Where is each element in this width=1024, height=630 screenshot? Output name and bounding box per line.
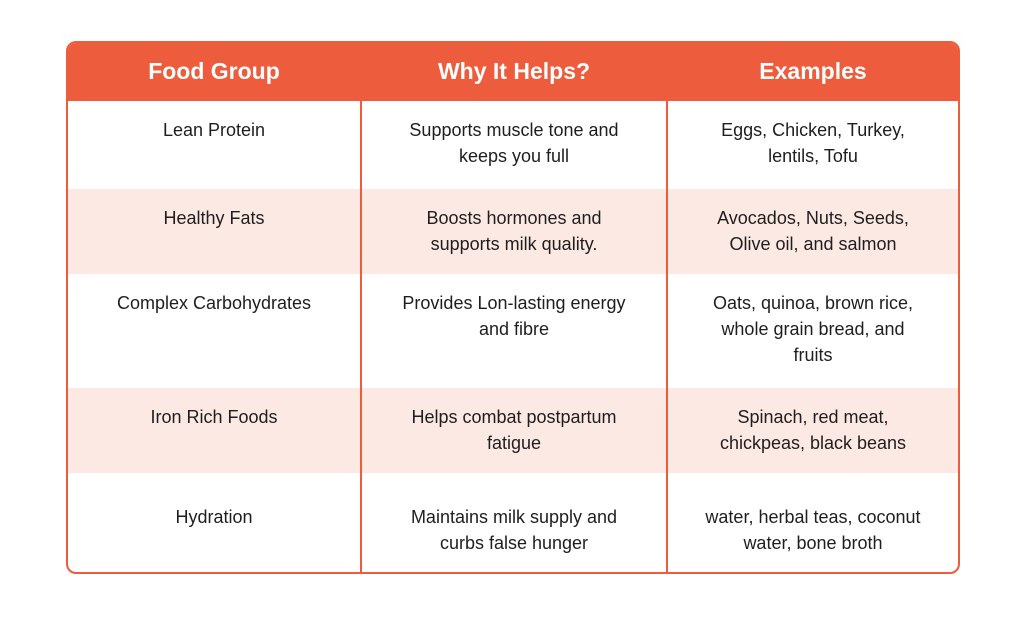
cell-line: Hydration (175, 507, 253, 527)
nutrition-table: Food Group Why It Helps? Examples Lean P… (68, 43, 958, 572)
food-group-cell: Healthy Fats (68, 189, 361, 274)
why-cell: Boosts hormones and supports milk quality… (360, 189, 667, 274)
cell-line: fatigue (486, 433, 542, 453)
table-row: Hydration Maintains milk supply and curbs… (68, 473, 958, 572)
cell-line: Olive oil, and salmon (729, 234, 897, 254)
cell-line: lentils, Tofu (768, 146, 858, 166)
cell-line: whole grain bread, and (721, 319, 905, 339)
cell-line: Healthy Fats (163, 208, 265, 228)
why-cell: Maintains milk supply and curbs false hun… (360, 473, 667, 572)
food-group-cell: Hydration (68, 473, 361, 572)
examples-cell: Oats, quinoa, brown rice, whole grain bre… (666, 274, 958, 388)
food-group-cell: Complex Carbohydrates (68, 274, 361, 388)
cell-line: water, herbal teas, coconut (705, 507, 921, 527)
cell-line: Oats, quinoa, brown rice, (712, 293, 914, 313)
cell-line: Supports muscle tone and (409, 120, 619, 140)
examples-cell: Eggs, Chicken, Turkey, lentils, Tofu (666, 100, 958, 189)
header-row: Food Group Why It Helps? Examples (68, 43, 958, 101)
header-food-group: Food Group (68, 43, 361, 101)
table-header: Food Group Why It Helps? Examples (68, 43, 958, 101)
cell-line: Provides Lon-lasting energy (402, 293, 626, 313)
examples-cell: water, herbal teas, coconut water, bone b… (666, 473, 958, 572)
cell-line: Boosts hormones and (426, 208, 602, 228)
cell-line: chickpeas, black beans (719, 433, 907, 453)
cell-line: Maintains milk supply and (410, 507, 618, 527)
cell-line: Lean Protein (162, 120, 266, 140)
cell-line: water, bone broth (743, 533, 883, 553)
cell-line: Iron Rich Foods (150, 407, 278, 427)
why-cell: Provides Lon-lasting energy and fibre (360, 274, 667, 388)
cell-line: Complex Carbohydrates (116, 293, 312, 313)
cell-line: curbs false hunger (439, 533, 589, 553)
food-group-cell: Iron Rich Foods (68, 388, 361, 473)
table-row: Complex Carbohydrates Provides Lon-lasti… (68, 274, 958, 388)
cell-line: Eggs, Chicken, Turkey, (721, 120, 905, 140)
cell-line: Spinach, red meat, (737, 407, 889, 427)
table-row: Lean Protein Supports muscle tone and kee… (68, 100, 958, 189)
table-body: Lean Protein Supports muscle tone and kee… (68, 100, 958, 572)
header-why-it-helps: Why It Helps? (360, 43, 667, 101)
examples-cell: Spinach, red meat, chickpeas, black beans (666, 388, 958, 473)
cell-line: and fibre (478, 319, 550, 339)
cell-line: supports milk quality. (430, 234, 598, 254)
why-cell: Helps combat postpartum fatigue (360, 388, 667, 473)
examples-cell: Avocados, Nuts, Seeds, Olive oil, and sal… (666, 189, 958, 274)
table-row: Iron Rich Foods Helps combat postpartum f… (68, 388, 958, 473)
why-cell: Supports muscle tone and keeps you full (360, 100, 667, 189)
cell-line: Avocados, Nuts, Seeds, (717, 208, 909, 228)
cell-line: Helps combat postpartum (411, 407, 617, 427)
cell-line: keeps you full (458, 146, 570, 166)
table-row: Healthy Fats Boosts hormones and supports… (68, 189, 958, 274)
header-examples: Examples (666, 43, 958, 101)
cell-line: fruits (793, 345, 833, 365)
food-group-table: Food Group Why It Helps? Examples Lean P… (66, 41, 960, 574)
food-group-cell: Lean Protein (68, 100, 361, 189)
